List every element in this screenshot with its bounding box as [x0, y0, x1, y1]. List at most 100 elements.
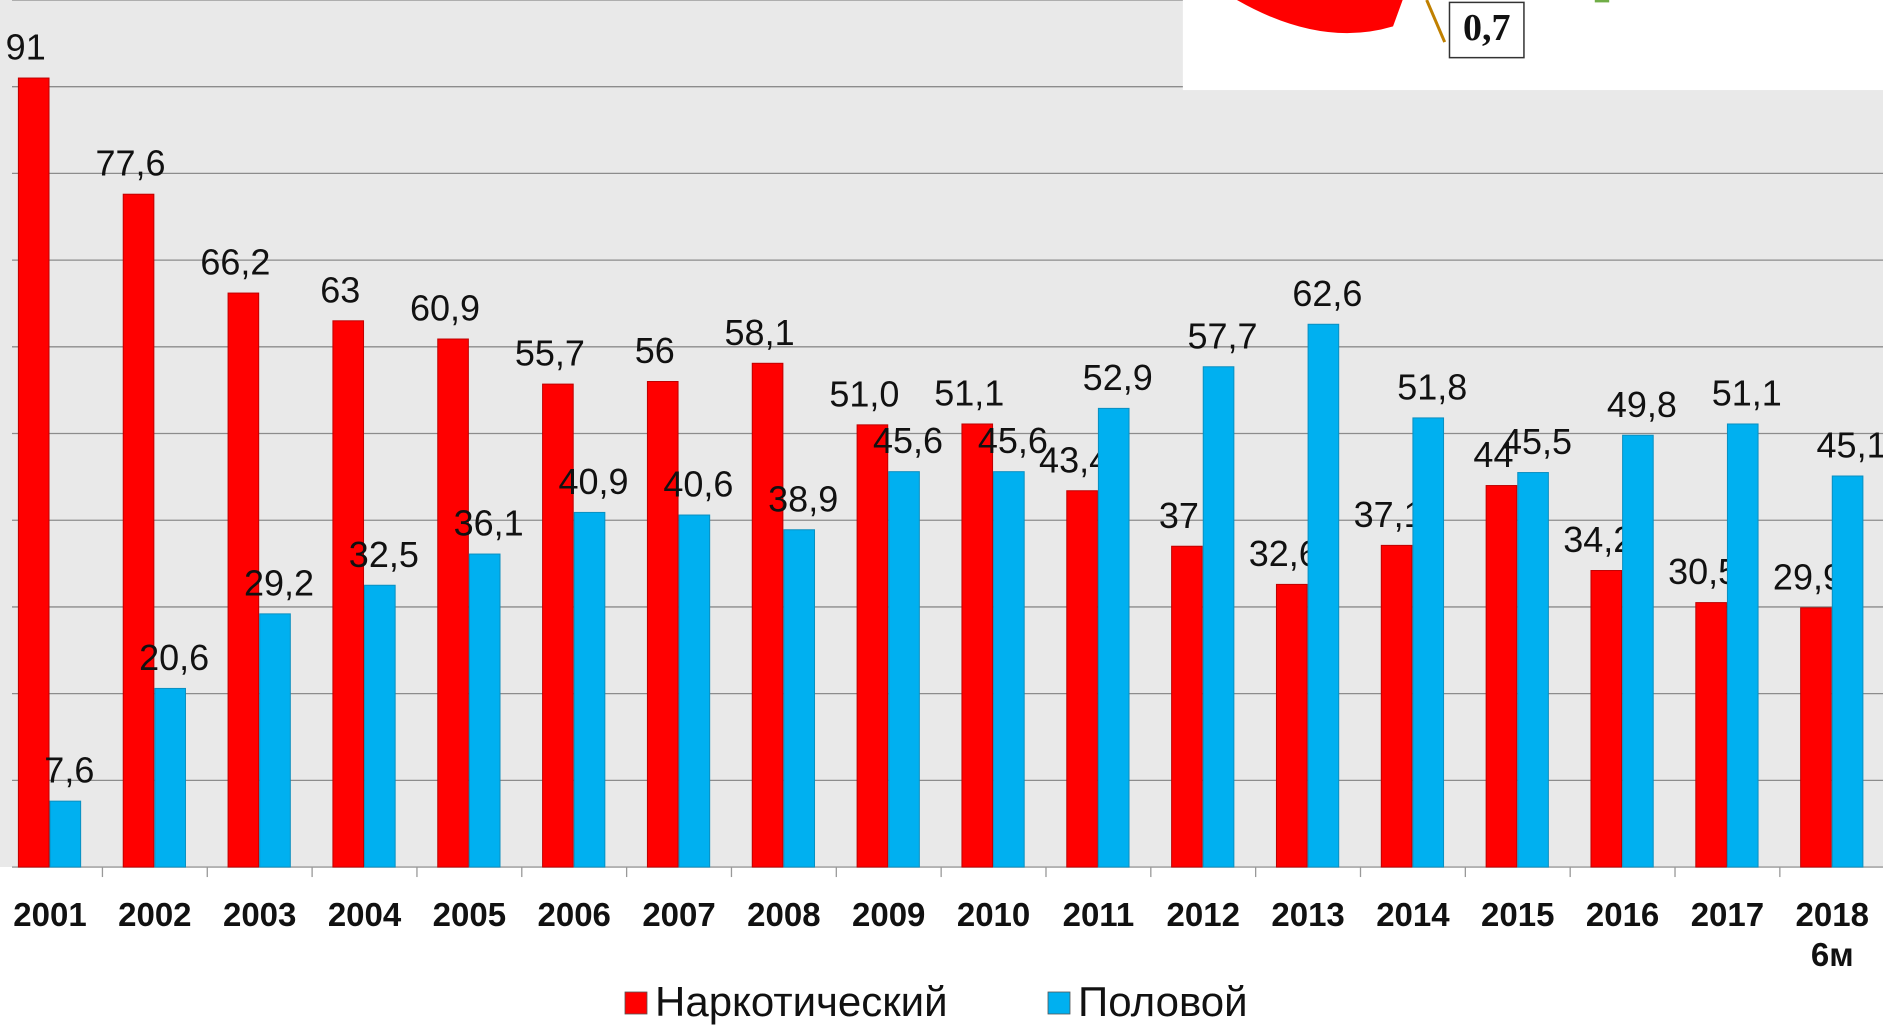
value-label: 34,2 — [1563, 519, 1633, 560]
value-label: 52,9 — [1083, 357, 1153, 398]
x-tick-label: 2014 — [1376, 896, 1450, 934]
bar — [49, 800, 82, 868]
x-tick-label: 2007 — [642, 896, 716, 934]
x-tick-label: 2005 — [432, 896, 507, 934]
inset-label-box — [1448, 1, 1525, 59]
inset-legend-label: Неизвестен — [1612, 0, 1759, 7]
legend-swatch — [1047, 991, 1071, 1015]
bar — [154, 687, 186, 868]
bar — [1695, 602, 1727, 868]
value-label: 32,6 — [1249, 533, 1319, 574]
x-tick-label: 2004 — [327, 896, 402, 934]
bar — [1485, 485, 1518, 868]
bar — [1066, 490, 1098, 868]
value-label: 60,9 — [410, 288, 480, 329]
bar — [259, 613, 291, 868]
bar — [468, 553, 501, 868]
value-label: 56 — [635, 330, 675, 371]
value-label: 30,5 — [1668, 551, 1738, 592]
x-tick-label: 2016 — [1585, 896, 1660, 934]
value-label: 37 — [1159, 495, 1199, 536]
value-label: 44 — [1473, 434, 1513, 475]
x-tick-label: 2015 — [1481, 896, 1555, 934]
value-label: 91 — [6, 27, 46, 68]
bar — [1412, 417, 1445, 868]
value-label: 20,6 — [139, 637, 209, 678]
value-label: 62,6 — [1292, 273, 1362, 314]
bar — [1202, 366, 1235, 868]
bar — [856, 424, 889, 868]
value-label: 45,1 — [1817, 425, 1883, 466]
value-label: 51,1 — [934, 373, 1004, 414]
value-label: 38,9 — [768, 478, 838, 519]
bar — [1622, 434, 1654, 868]
x-tick-label: 2003 — [222, 896, 297, 934]
bar — [1726, 423, 1759, 868]
bar — [1097, 407, 1130, 868]
bar — [888, 471, 920, 868]
bar — [1831, 475, 1864, 868]
value-label: 66,2 — [200, 242, 270, 283]
value-label: 57,7 — [1188, 315, 1258, 356]
value-label: 55,7 — [515, 333, 585, 374]
bar — [1307, 323, 1340, 868]
value-label: 29,9 — [1773, 556, 1843, 597]
bar — [783, 529, 816, 868]
x-tick-label: 2018 6м — [1795, 896, 1869, 974]
value-label: 49,8 — [1607, 384, 1677, 425]
bar — [542, 383, 574, 868]
value-label: 40,6 — [663, 464, 733, 505]
bar — [1517, 472, 1549, 868]
x-tick-label: 2002 — [118, 896, 192, 934]
bar — [364, 584, 396, 868]
value-label: 7,6 — [44, 750, 94, 791]
bar — [1590, 570, 1623, 868]
value-label: 51,1 — [1712, 373, 1782, 414]
bar — [437, 338, 469, 868]
inset-pie-slice — [1236, 0, 1403, 34]
value-label: 43,4 — [1039, 439, 1109, 480]
x-tick-label: 2012 — [1166, 896, 1240, 934]
x-tick-label: 2006 — [537, 896, 611, 934]
value-label: 77,6 — [96, 143, 166, 184]
bar — [646, 381, 679, 868]
value-label: 58,1 — [725, 312, 795, 353]
value-label: 29,2 — [244, 562, 314, 603]
x-tick-label: 2008 — [747, 896, 821, 934]
inset-legend-swatch — [1594, 0, 1610, 3]
x-tick-label: 2013 — [1271, 896, 1345, 934]
value-label: 45,5 — [1502, 421, 1572, 462]
legend-swatch — [624, 991, 648, 1015]
bar — [961, 423, 994, 868]
value-label: 51,0 — [829, 373, 899, 414]
bar — [1275, 583, 1308, 868]
bar — [678, 514, 711, 868]
bar — [1380, 544, 1413, 868]
value-label: 45,6 — [978, 420, 1048, 461]
bar — [227, 292, 260, 868]
x-tick-label: 2009 — [852, 896, 926, 934]
x-tick-label: 2011 — [1062, 896, 1135, 934]
value-label: 40,9 — [558, 461, 628, 502]
bar — [751, 362, 784, 868]
value-label: 63 — [320, 269, 360, 310]
legend-label: Половой — [1078, 978, 1248, 1025]
value-label: 36,1 — [454, 503, 524, 544]
bar — [1171, 545, 1203, 868]
value-label: 51,8 — [1397, 366, 1467, 407]
value-label: 37,1 — [1354, 494, 1424, 535]
x-tick-label: 2001 — [13, 896, 87, 934]
x-tick-label: 2017 — [1690, 896, 1765, 934]
inset-leader — [1425, 0, 1447, 43]
bar — [17, 77, 50, 868]
x-tick-label: 2010 — [956, 896, 1031, 934]
bar — [1800, 607, 1832, 868]
bar — [573, 511, 606, 868]
value-label: 45,6 — [873, 420, 943, 461]
value-label: 32,5 — [349, 534, 419, 575]
bar — [993, 471, 1025, 868]
inset-label: 0,7 — [1463, 7, 1511, 49]
legend-label: Наркотический — [655, 978, 948, 1025]
